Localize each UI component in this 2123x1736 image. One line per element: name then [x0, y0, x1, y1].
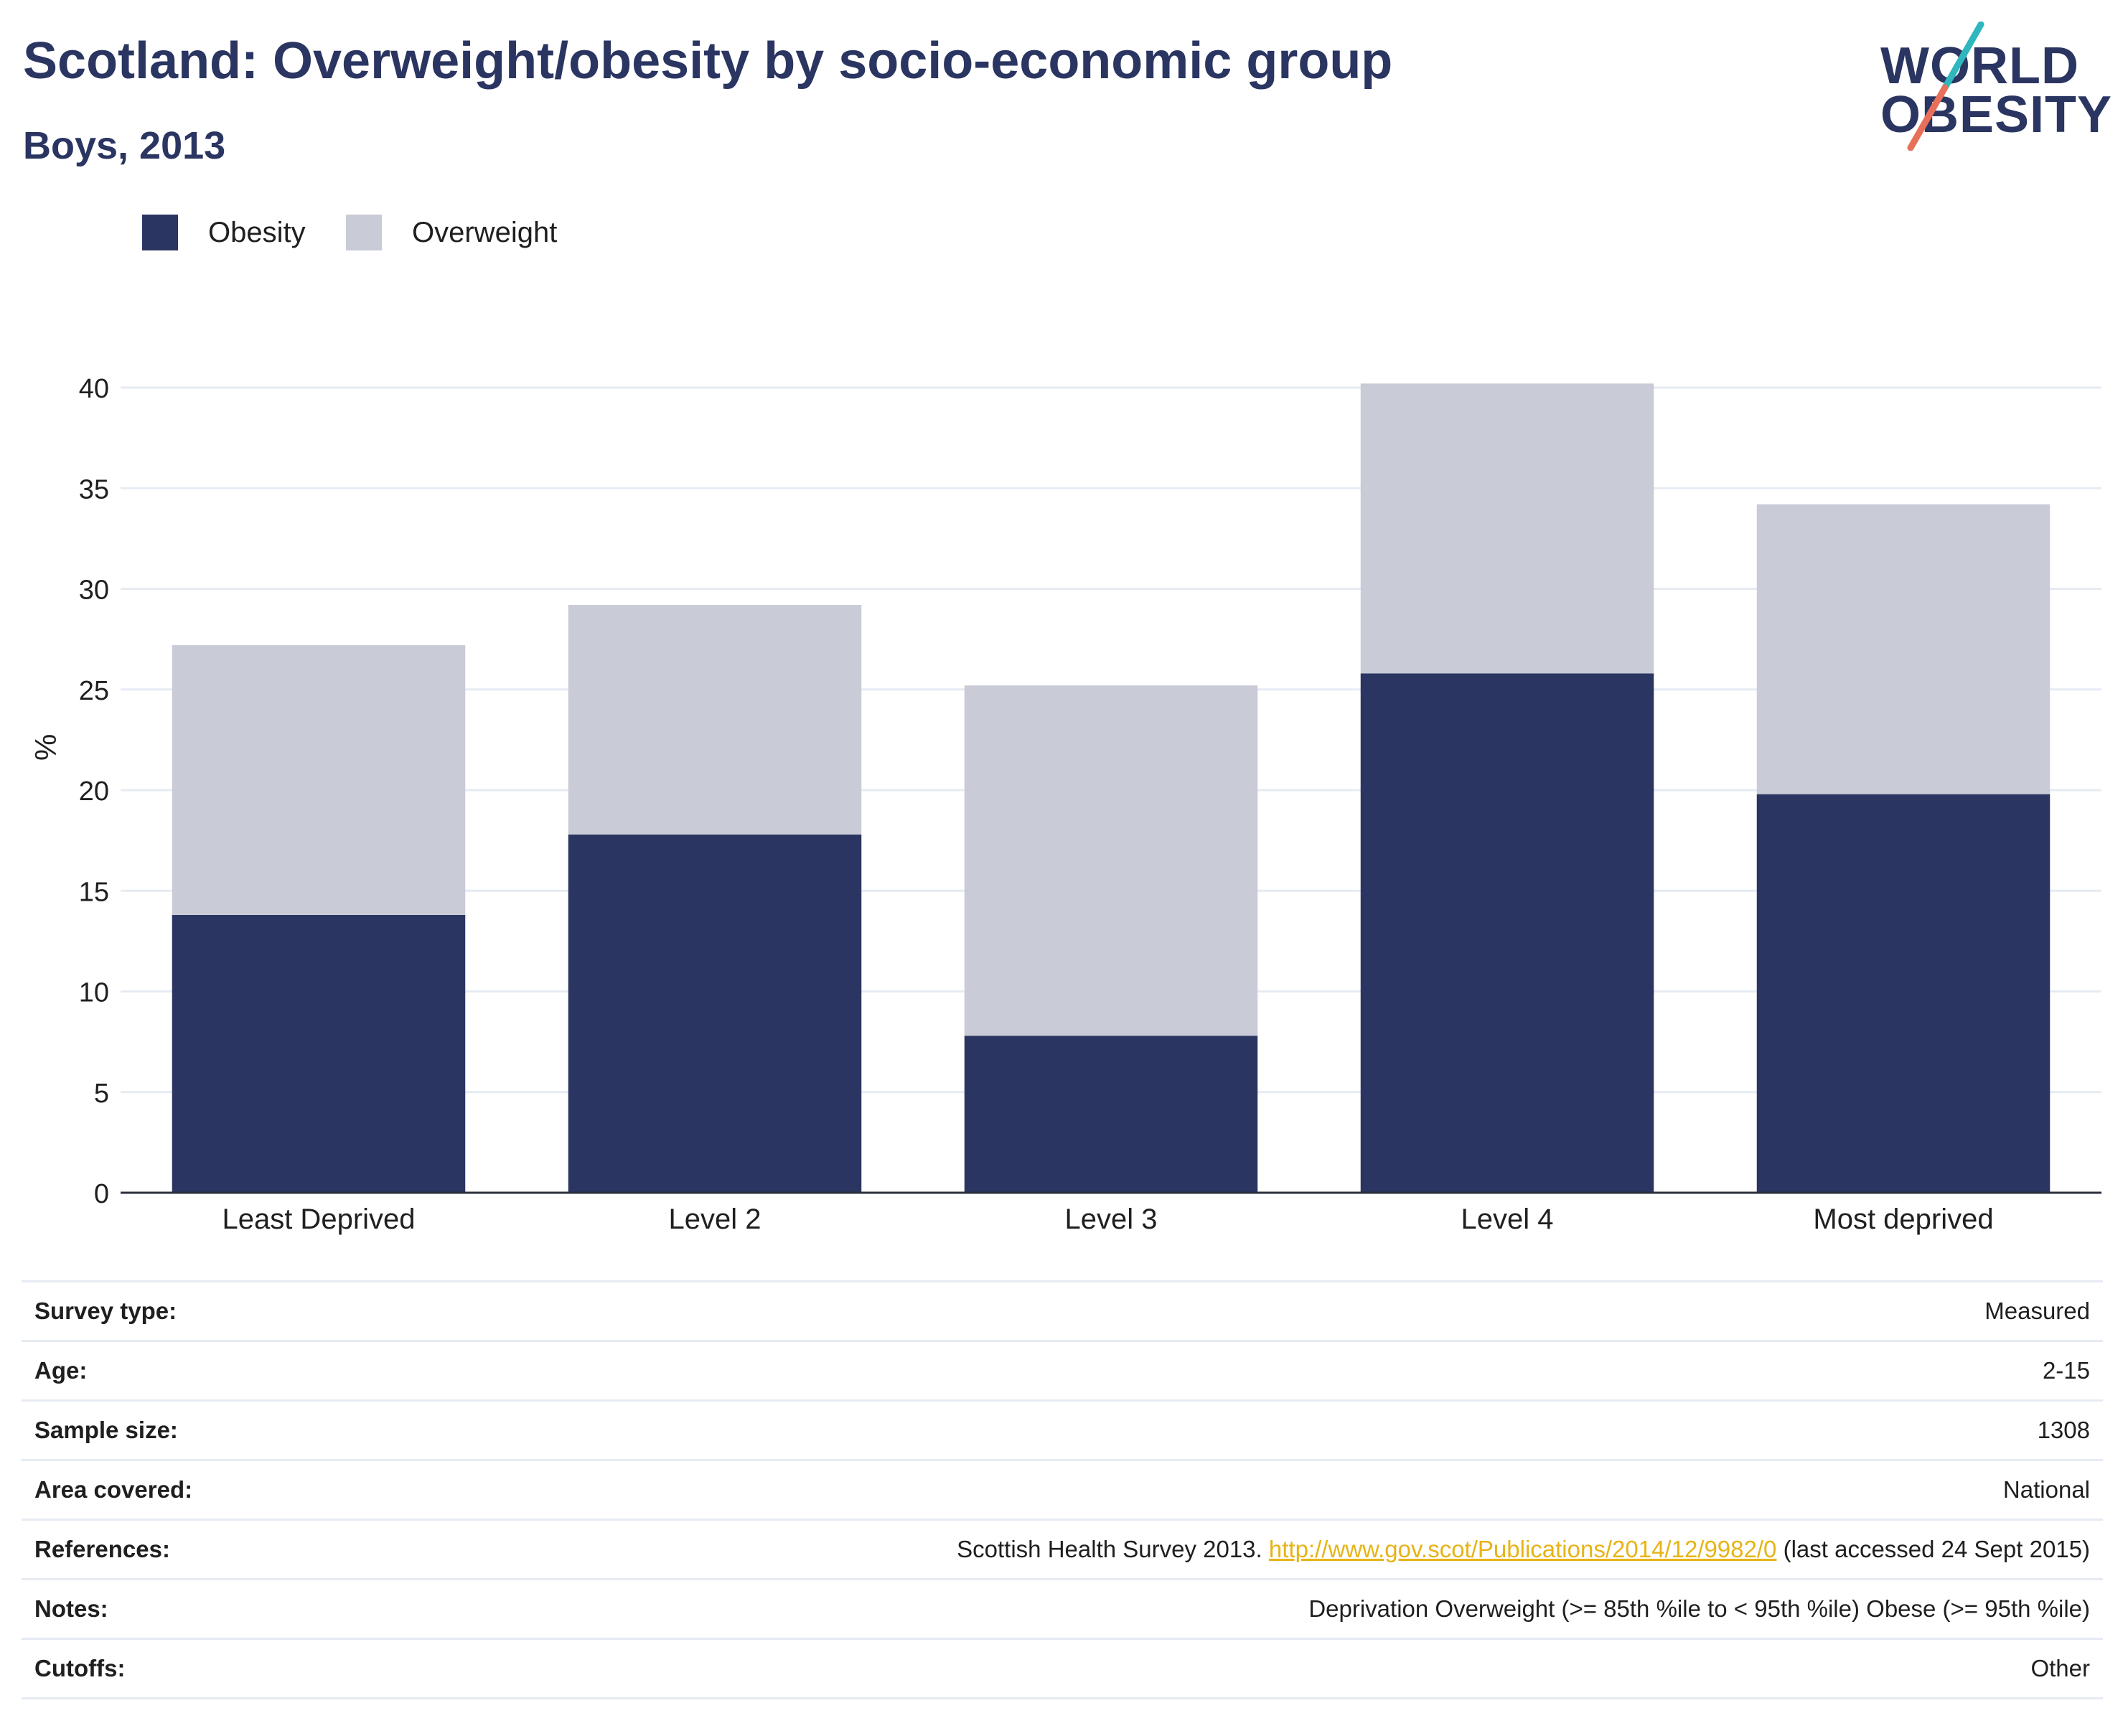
- legend-item-obesity[interactable]: Obesity: [142, 212, 306, 253]
- info-row-survey-type: Survey type: Measured: [22, 1280, 2103, 1341]
- bar-obesity-3: [964, 1036, 1258, 1193]
- info-value: National: [306, 1459, 2103, 1520]
- bar-obesity-2: [568, 834, 862, 1193]
- y-tick-label: 25: [79, 676, 109, 706]
- info-label: Survey type:: [22, 1280, 306, 1341]
- world-obesity-logo: WORLD OBESITY: [1873, 22, 2112, 151]
- info-label: Age:: [22, 1340, 306, 1401]
- y-tick-label: 30: [79, 576, 109, 606]
- info-row-sample-size: Sample size: 1308: [22, 1399, 2103, 1460]
- reference-link[interactable]: http://www.gov.scot/Publications/2014/12…: [1268, 1536, 1777, 1562]
- info-label: Area covered:: [22, 1459, 306, 1520]
- legend-swatch-overweight: [346, 215, 382, 250]
- bar-overweight-5: [1756, 504, 2051, 794]
- info-label: Notes:: [22, 1578, 306, 1639]
- y-tick-label: 0: [94, 1179, 109, 1209]
- legend-swatch-obesity: [142, 215, 178, 250]
- x-tick-label: Level 4: [1461, 1204, 1554, 1235]
- bar-overweight-4: [1360, 383, 1654, 674]
- info-label: References:: [22, 1519, 306, 1580]
- y-tick-label: 40: [79, 374, 109, 404]
- info-row-age: Age: 2-15: [22, 1340, 2103, 1401]
- bar-obesity-5: [1756, 794, 2051, 1193]
- logo-slash-icon: [1907, 22, 1984, 151]
- x-tick-label: Most deprived: [1813, 1204, 1993, 1235]
- reference-text: Scottish Health Survey 2013.: [957, 1536, 1262, 1562]
- info-row-references: References: Scottish Health Survey 2013.…: [22, 1519, 2103, 1580]
- x-tick-label: Level 3: [1065, 1204, 1158, 1235]
- y-tick-label: 20: [79, 776, 109, 807]
- bar-obesity-1: [172, 914, 466, 1193]
- chart-subtitle: Boys, 2013: [23, 124, 226, 167]
- chart-title: Scotland: Overweight/obesity by socio-ec…: [23, 32, 1393, 90]
- logo-word-world: WORLD: [1880, 37, 2079, 95]
- x-tick-label: Least Deprived: [222, 1204, 415, 1235]
- info-value-references: Scottish Health Survey 2013. http://www.…: [306, 1519, 2103, 1580]
- y-tick-label: 10: [79, 978, 109, 1008]
- bar-obesity-4: [1360, 673, 1654, 1193]
- info-value: Measured: [306, 1280, 2103, 1341]
- x-tick-label: Level 2: [669, 1204, 761, 1235]
- y-tick-label: 5: [94, 1079, 109, 1109]
- bar-chart: 0 5 10 15 20 25 30 35 40 Least Deprived Level 2 Lev…: [79, 374, 2101, 1235]
- info-label: Cutoffs:: [22, 1638, 306, 1699]
- info-value: Deprivation Overweight (>= 85th %ile to …: [306, 1578, 2103, 1639]
- survey-info-table: Survey type: Measured Age: 2-15 Sample s…: [22, 1280, 2103, 1699]
- bar-overweight-1: [172, 645, 466, 915]
- legend-item-overweight[interactable]: Overweight: [346, 212, 557, 253]
- info-value: Other: [306, 1638, 2103, 1699]
- legend-label-obesity: Obesity: [208, 216, 306, 248]
- info-value: 2-15: [306, 1340, 2103, 1401]
- info-label: Sample size:: [22, 1399, 306, 1460]
- bar-overweight-2: [568, 604, 862, 835]
- legend-label-overweight: Overweight: [412, 216, 558, 248]
- info-row-cutoffs: Cutoffs: Other: [22, 1638, 2103, 1699]
- info-row-area-covered: Area covered: National: [22, 1459, 2103, 1520]
- bar-overweight-3: [964, 685, 1258, 1036]
- y-tick-label: 15: [79, 877, 109, 907]
- reference-accessed: (last accessed 24 Sept 2015): [1783, 1536, 2090, 1562]
- info-value: 1308: [306, 1399, 2103, 1460]
- info-row-notes: Notes: Deprivation Overweight (>= 85th %…: [22, 1578, 2103, 1639]
- y-tick-label: 35: [79, 474, 109, 505]
